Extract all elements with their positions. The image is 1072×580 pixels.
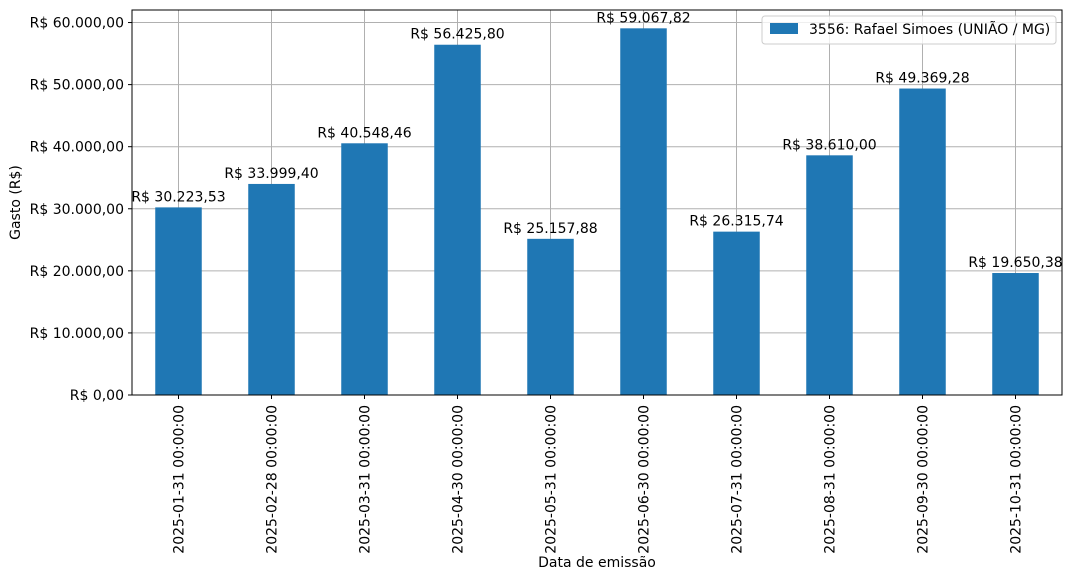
bar bbox=[992, 273, 1039, 395]
bars bbox=[155, 28, 1039, 396]
bar-value-label: R$ 19.650,38 bbox=[968, 255, 1062, 271]
bar bbox=[806, 155, 853, 395]
x-tick-label: 2025-07-31 00:00:00 bbox=[730, 405, 746, 554]
x-tick-label: 2025-03-31 00:00:00 bbox=[358, 405, 374, 554]
bar bbox=[620, 28, 667, 396]
legend: 3556: Rafael Simoes (UNIÃO / MG) bbox=[761, 15, 1057, 45]
bar-value-label: R$ 25.157,88 bbox=[503, 221, 597, 237]
bar bbox=[248, 183, 295, 395]
plot-frame bbox=[131, 9, 1063, 396]
bar-value-label: R$ 56.425,80 bbox=[410, 27, 504, 43]
y-tick-label: R$ 40.000,00 bbox=[30, 140, 124, 156]
bar-value-label: R$ 40.548,46 bbox=[317, 125, 411, 141]
x-axis-ticks: 2025-01-31 00:00:00 2025-02-28 00:00:00 20… bbox=[172, 395, 1025, 554]
y-tick-label: R$ 10.000,00 bbox=[30, 326, 124, 342]
x-axis-title: Data de emissão bbox=[538, 555, 656, 571]
y-axis-ticks: R$ 0,00 R$ 10.000,00 R$ 20.000,00 R$ 30.000… bbox=[30, 16, 132, 404]
bar bbox=[527, 238, 574, 395]
bar bbox=[434, 44, 481, 395]
bar bbox=[713, 231, 760, 395]
bar-value-label: R$ 30.223,53 bbox=[131, 189, 225, 205]
bar bbox=[341, 143, 388, 395]
bar bbox=[899, 88, 946, 395]
data-labels: R$ 30.223,53 R$ 33.999,40 R$ 40.548,46 R$ 5… bbox=[131, 10, 1062, 271]
bar-value-label: R$ 33.999,40 bbox=[224, 166, 318, 182]
x-tick-label: 2025-04-30 00:00:00 bbox=[451, 405, 467, 554]
y-tick-label: R$ 0,00 bbox=[70, 388, 124, 404]
legend-label: 3556: Rafael Simoes (UNIÃO / MG) bbox=[809, 21, 1050, 38]
x-tick-label: 2025-02-28 00:00:00 bbox=[265, 405, 281, 554]
bar bbox=[155, 207, 202, 395]
legend-swatch bbox=[770, 23, 798, 34]
bar-value-label: R$ 38.610,00 bbox=[782, 137, 876, 153]
x-tick-label: 2025-05-31 00:00:00 bbox=[544, 405, 560, 554]
bar-value-label: R$ 26.315,74 bbox=[689, 214, 783, 230]
x-tick-label: 2025-10-31 00:00:00 bbox=[1009, 405, 1025, 554]
bar-value-label: R$ 49.369,28 bbox=[875, 71, 969, 87]
y-tick-label: R$ 50.000,00 bbox=[30, 78, 124, 94]
x-tick-label: 2025-08-31 00:00:00 bbox=[823, 405, 839, 554]
y-axis-title: Gasto (R$) bbox=[8, 165, 24, 240]
y-tick-label: R$ 20.000,00 bbox=[30, 264, 124, 280]
x-tick-label: 2025-01-31 00:00:00 bbox=[172, 405, 188, 554]
x-tick-label: 2025-06-30 00:00:00 bbox=[637, 405, 653, 554]
y-tick-label: R$ 60.000,00 bbox=[30, 16, 124, 32]
x-tick-label: 2025-09-30 00:00:00 bbox=[916, 405, 932, 554]
y-tick-label: R$ 30.000,00 bbox=[30, 202, 124, 218]
legend-box bbox=[761, 15, 1057, 45]
bar-value-label: R$ 59.067,82 bbox=[596, 10, 690, 26]
